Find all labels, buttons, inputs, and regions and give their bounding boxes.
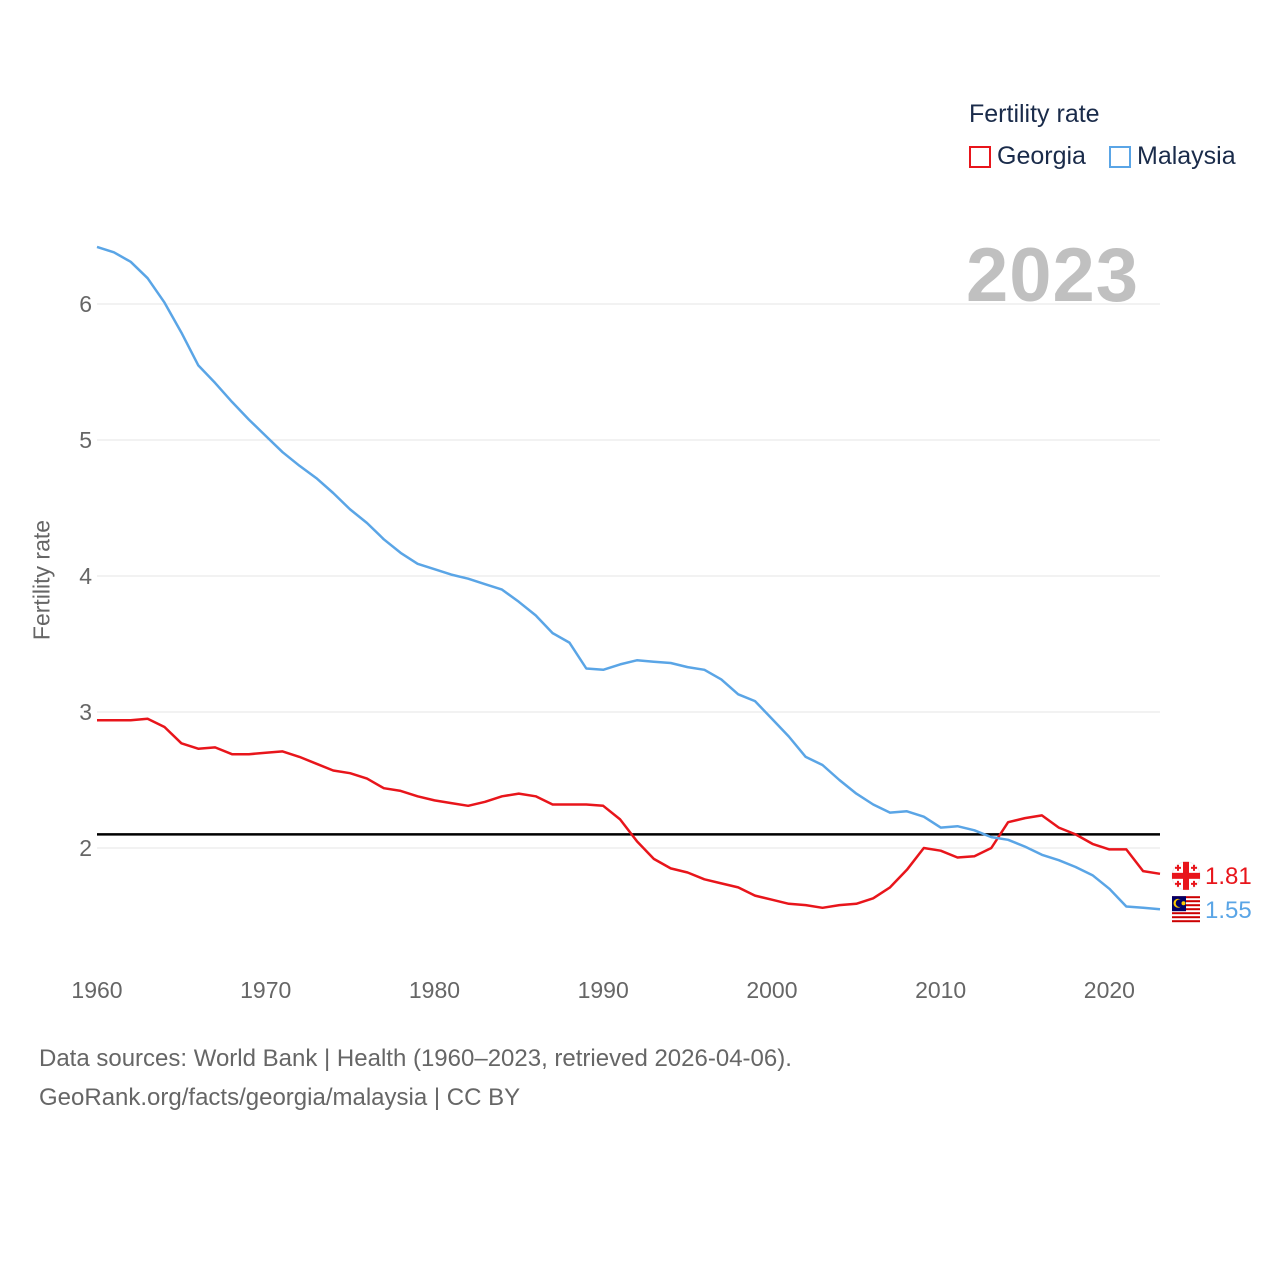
flag-cross-h bbox=[1172, 872, 1200, 879]
footer-sources: Data sources: World Bank | Health (1960–… bbox=[39, 1045, 792, 1072]
legend-item-georgia[interactable]: Georgia bbox=[969, 142, 1086, 171]
end-value-label-malaysia: 1.55 bbox=[1205, 897, 1252, 924]
x-tick-label: 2010 bbox=[915, 977, 966, 1003]
flag-icon-georgia bbox=[1171, 861, 1201, 891]
y-axis-label: Fertility rate bbox=[28, 519, 55, 641]
year-watermark: 2023 bbox=[966, 233, 1140, 318]
legend-item-malaysia[interactable]: Malaysia bbox=[1109, 142, 1236, 171]
series-line-georgia bbox=[97, 717, 1161, 910]
flag-crescent-cut bbox=[1175, 899, 1184, 907]
legend-swatch-georgia bbox=[969, 145, 991, 168]
y-axis-ticks: 2 3 4 5 6 bbox=[79, 291, 92, 861]
legend-swatch-malaysia bbox=[1109, 145, 1131, 168]
grid-lines bbox=[97, 303, 1160, 849]
series-end-labels: 1.81 1.55 bbox=[1171, 861, 1252, 925]
y-tick-label: 3 bbox=[79, 699, 92, 725]
flag-stripe bbox=[1172, 920, 1200, 923]
legend-title: Fertility rate bbox=[969, 100, 1100, 128]
flag-small-cross bbox=[1175, 866, 1181, 869]
footer-url: GeoRank.org/facts/georgia/malaysia | CC … bbox=[39, 1084, 521, 1111]
x-tick-label: 1980 bbox=[409, 977, 460, 1003]
flag-stripe bbox=[1172, 916, 1200, 919]
flag-star bbox=[1181, 901, 1186, 906]
flag-small-cross bbox=[1191, 882, 1197, 885]
x-tick-label: 2000 bbox=[746, 977, 797, 1003]
flag-icon-malaysia bbox=[1172, 896, 1200, 925]
x-tick-label: 2020 bbox=[1084, 977, 1135, 1003]
y-tick-label: 4 bbox=[79, 563, 92, 589]
y-tick-label: 5 bbox=[79, 427, 92, 453]
legend-label-georgia: Georgia bbox=[997, 142, 1086, 170]
x-tick-label: 1990 bbox=[578, 977, 629, 1003]
series-lines bbox=[96, 245, 1161, 911]
flag-stripe bbox=[1172, 912, 1200, 915]
flag-small-cross bbox=[1175, 882, 1181, 885]
flag-small-cross bbox=[1191, 866, 1197, 869]
series-line-malaysia bbox=[96, 245, 1161, 911]
x-tick-label: 1960 bbox=[71, 977, 122, 1003]
x-axis-ticks: 1960 1970 1980 1990 2000 2010 2020 bbox=[71, 977, 1135, 1003]
legend-label-malaysia: Malaysia bbox=[1137, 142, 1236, 170]
x-tick-label: 1970 bbox=[240, 977, 291, 1003]
y-tick-label: 2 bbox=[79, 835, 92, 861]
end-value-label-georgia: 1.81 bbox=[1205, 863, 1252, 890]
y-tick-label: 6 bbox=[79, 291, 92, 317]
